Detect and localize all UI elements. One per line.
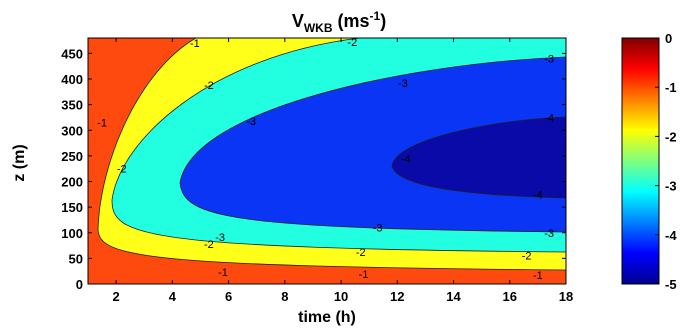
contour-label: -1 <box>97 118 107 130</box>
contour-label: -2 <box>117 164 127 176</box>
axis-ticks: 2 4 6 8 10 12 14 16 18 0 50 100 150 200 250 300 350 400 45… <box>61 38 573 304</box>
contour-label: -1 <box>533 270 543 282</box>
y-tick-label: 50 <box>69 251 83 266</box>
y-tick-label: 200 <box>61 175 83 190</box>
y-axis-label: z (m) <box>11 144 28 181</box>
x-tick-label: 4 <box>169 289 177 304</box>
y-tick-label: 300 <box>61 123 83 138</box>
title-main: V <box>292 11 304 31</box>
contour-label: -2 <box>204 239 214 251</box>
x-tick-label: 12 <box>390 289 404 304</box>
contour-label: -1 <box>359 269 369 281</box>
colorbar-ticks: 0 -1 -2 -3 -4 -5 <box>655 31 677 292</box>
colorbar-tick-label: 0 <box>665 31 672 46</box>
x-tick-label: 14 <box>446 289 461 304</box>
y-tick-label: 250 <box>61 149 83 164</box>
colorbar-tick-label: -2 <box>665 129 677 144</box>
contour-label: -1 <box>190 38 200 50</box>
contour-label: -4 <box>401 153 411 165</box>
contour-label: -3 <box>544 54 554 66</box>
plot-frame <box>87 37 567 285</box>
colorbar <box>621 37 660 285</box>
y-tick-label: 100 <box>61 226 83 241</box>
x-tick-label: 10 <box>334 289 348 304</box>
y-tick-label: 350 <box>61 98 83 113</box>
x-axis-label: time (h) <box>298 309 356 326</box>
plot-area: -1-1-1 -1 -1-2-2-2-2-2 -2-3-3-3-3-3 -3-4-4-4 <box>88 37 566 284</box>
contour-label: -1 <box>218 267 228 279</box>
contour-label: -2 <box>347 37 357 49</box>
contour-label: -4 <box>544 112 554 124</box>
contour-label: -2 <box>522 250 532 262</box>
contour-label: -3 <box>398 78 408 90</box>
y-tick-label: 400 <box>61 72 83 87</box>
title-unit-exponent: -1 <box>370 9 381 23</box>
x-tick-label: 18 <box>559 289 573 304</box>
title-unit-close: ) <box>380 11 386 31</box>
x-tick-label: 6 <box>225 289 232 304</box>
x-tick-label: 16 <box>503 289 517 304</box>
contour-label: -4 <box>533 189 543 201</box>
contour-label: -3 <box>246 116 256 128</box>
contour-label: -3 <box>215 232 225 244</box>
contour-labels: -1-1-1 -1 -1-2-2-2-2-2 -2-3-3-3-3-3 -3-4-4-4 <box>97 37 554 282</box>
y-tick-label: 0 <box>76 277 83 292</box>
title-subscript: WKB <box>304 21 333 35</box>
region-below-minus4 <box>391 116 566 199</box>
title-unit: (ms <box>333 11 370 31</box>
chart-title: VWKB (ms-1) <box>292 9 386 35</box>
x-tick-label: 2 <box>113 289 120 304</box>
contour-label: -3 <box>373 223 383 235</box>
colorbar-tick-label: -5 <box>665 277 677 292</box>
contour-label: -2 <box>204 80 214 92</box>
x-tick-label: 8 <box>281 289 288 304</box>
colorbar-tick-label: -3 <box>665 179 677 194</box>
colorbar-tick-label: -1 <box>665 80 677 95</box>
contour-label: -3 <box>544 228 554 240</box>
y-tick-label: 450 <box>61 46 83 61</box>
colorbar-tick-label: -4 <box>665 228 677 243</box>
contour-label: -2 <box>356 247 366 259</box>
y-tick-label: 150 <box>61 200 83 215</box>
